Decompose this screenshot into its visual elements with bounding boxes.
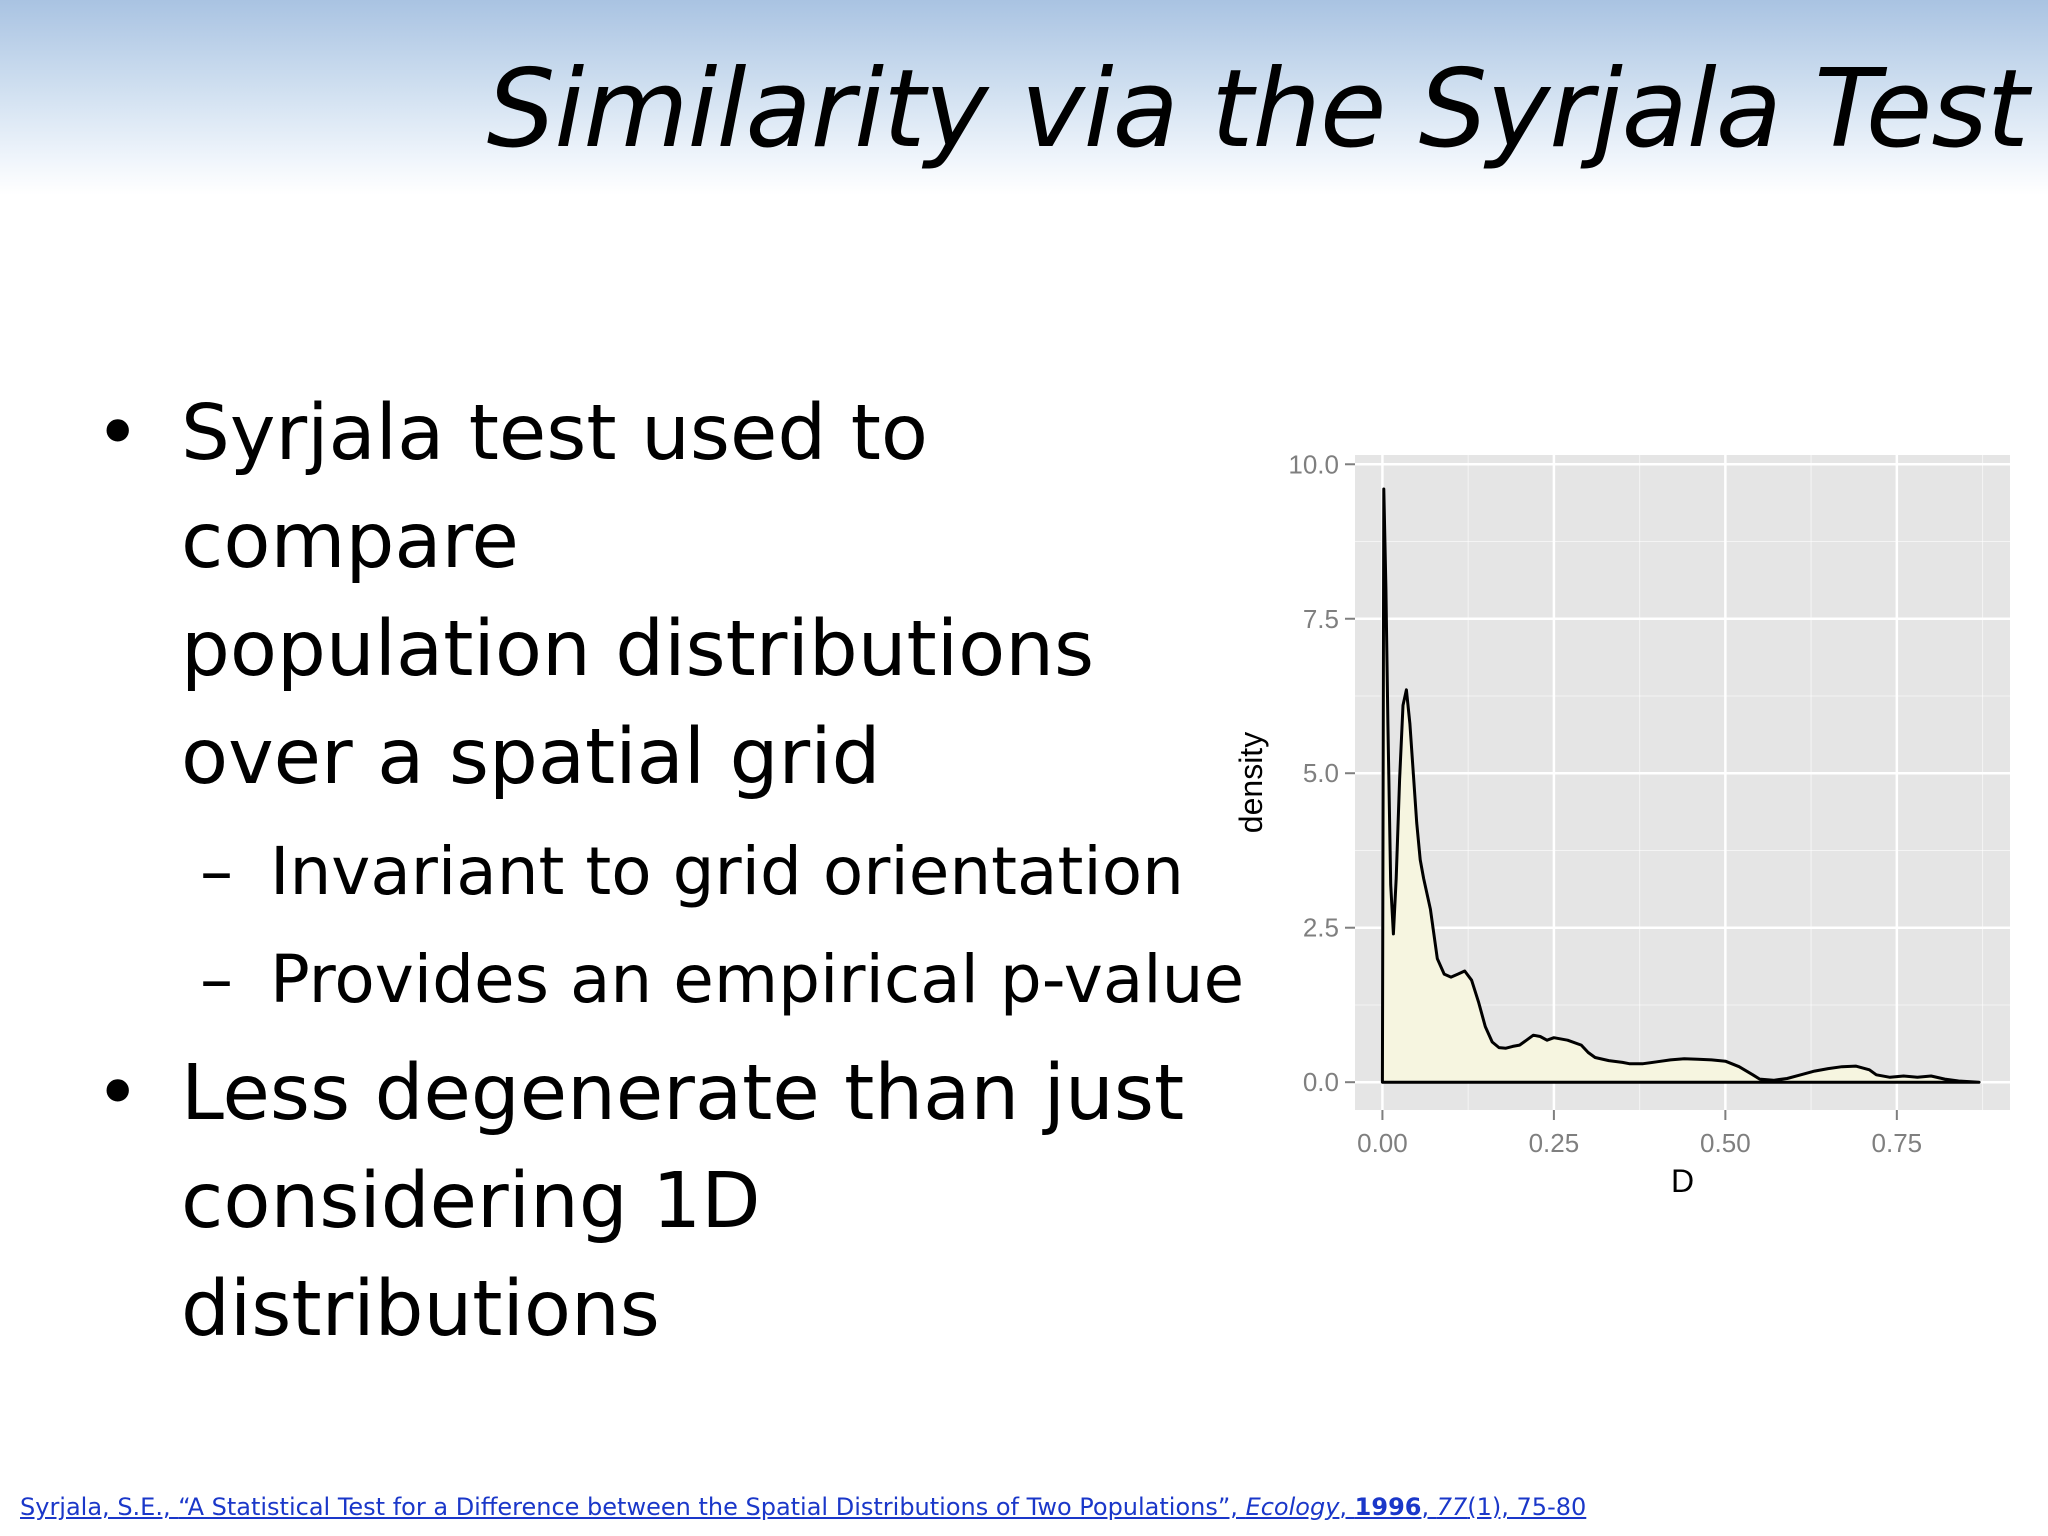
sub-bullet-dash: –: [200, 833, 233, 910]
y-tick-label: 0.0: [1303, 1067, 1339, 1097]
bullet-item: • Less degenerate than just considering …: [95, 1040, 1255, 1364]
sub-bullet-dash: –: [200, 941, 233, 1018]
x-tick-label: 0.25: [1529, 1128, 1580, 1158]
x-tick-label: 0.00: [1357, 1128, 1408, 1158]
citation-separator: ,: [1339, 1493, 1355, 1521]
bullet-item: • Syrjala test used to compare populatio…: [95, 380, 1255, 812]
bullet-line: over a spatial grid: [181, 713, 881, 802]
bullet-line: Syrjala test used to compare: [181, 389, 929, 586]
bullet-dot: •: [95, 389, 141, 478]
x-tick-label: 0.50: [1700, 1128, 1751, 1158]
bullet-dot: •: [95, 1049, 141, 1138]
slide-title: Similarity via the Syrjala Test: [486, 47, 2029, 172]
bullet-list: • Syrjala test used to compare populatio…: [95, 380, 1255, 1364]
citation-authors: Syrjala, S.E.,: [20, 1493, 179, 1521]
sub-bullet-text: Provides an empirical p-value: [270, 941, 1245, 1018]
y-tick-label: 7.5: [1303, 604, 1339, 634]
x-axis-title: D: [1671, 1163, 1694, 1199]
citation-separator: ,: [1421, 1493, 1437, 1521]
citation-volume: 77: [1436, 1493, 1468, 1521]
y-axis-title: density: [1233, 732, 1269, 833]
title-band: [0, 0, 2048, 195]
citation-year: 1996: [1354, 1493, 1422, 1521]
sub-bullet-text: Invariant to grid orientation: [270, 833, 1184, 910]
citation-link[interactable]: Syrjala, S.E., “A Statistical Test for a…: [20, 1492, 1586, 1522]
density-area: [1380, 487, 1981, 1084]
citation-title: “A Statistical Test for a Difference bet…: [178, 1493, 1246, 1521]
bullet-line: population distributions: [181, 605, 1095, 694]
y-tick-label: 5.0: [1303, 758, 1339, 788]
citation-journal: Ecology: [1245, 1493, 1340, 1521]
sub-bullet-item: – Invariant to grid orientation: [95, 822, 1255, 922]
sub-bullet-item: – Provides an empirical p-value: [95, 930, 1255, 1030]
y-tick-label: 10.0: [1288, 449, 1339, 479]
x-tick-label: 0.75: [1872, 1128, 1923, 1158]
citation-pages: (1), 75-80: [1467, 1493, 1587, 1521]
bullet-line: considering 1D distributions: [181, 1157, 761, 1354]
y-tick-label: 2.5: [1303, 913, 1339, 943]
bullet-line: Less degenerate than just: [181, 1049, 1185, 1138]
